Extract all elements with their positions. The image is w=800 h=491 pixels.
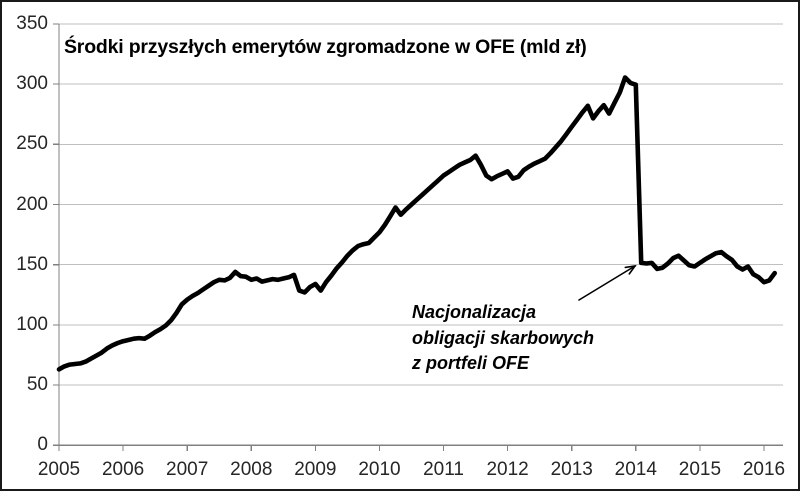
- y-axis-tick-label: 50: [26, 374, 48, 396]
- annotation-text: Nacjonalizacja obligacji skarbowych z po…: [412, 300, 594, 377]
- x-axis-tick-label: 2014: [614, 459, 657, 480]
- x-axis-tick-label: 2016: [742, 459, 786, 480]
- axes: [53, 23, 783, 451]
- y-axis-tick-label: 200: [16, 193, 48, 215]
- x-axis-tick-label: 2011: [423, 459, 464, 480]
- chart-title: Środki przyszłych emerytów zgromadzone w…: [64, 36, 587, 58]
- x-axis-tick-label: 2006: [101, 459, 145, 480]
- x-axis-tick-label: 2005: [37, 459, 81, 480]
- y-axis-tick-label: 100: [16, 313, 48, 335]
- y-axis-tick-label: 150: [16, 253, 48, 275]
- annotation-line-2: obligacji skarbowych: [412, 327, 595, 348]
- x-axis-tick-label: 2013: [550, 459, 593, 480]
- y-axis-tick-label: 350: [16, 12, 48, 34]
- annotation-line-1: Nacjonalizacja: [412, 302, 537, 322]
- x-axis-tick-label: 2009: [294, 459, 337, 480]
- x-axis-tick-label: 2012: [486, 459, 529, 480]
- y-axis-tick-label: 300: [16, 73, 48, 95]
- x-axis-tick-label: 2015: [678, 459, 722, 480]
- y-axis-tick-label: 250: [16, 133, 48, 155]
- gridlines: [59, 23, 783, 446]
- x-axis-tick-label: 2010: [358, 459, 401, 480]
- ofe-assets-line: [56, 75, 778, 372]
- annotation-line-3: z portfeli OFE: [412, 353, 529, 373]
- x-axis-tick-label: 2007: [166, 459, 209, 480]
- x-axis-tick-label: 2008: [230, 459, 273, 480]
- annotation-arrow: [578, 264, 637, 301]
- y-axis-tick-label: 0: [37, 434, 48, 456]
